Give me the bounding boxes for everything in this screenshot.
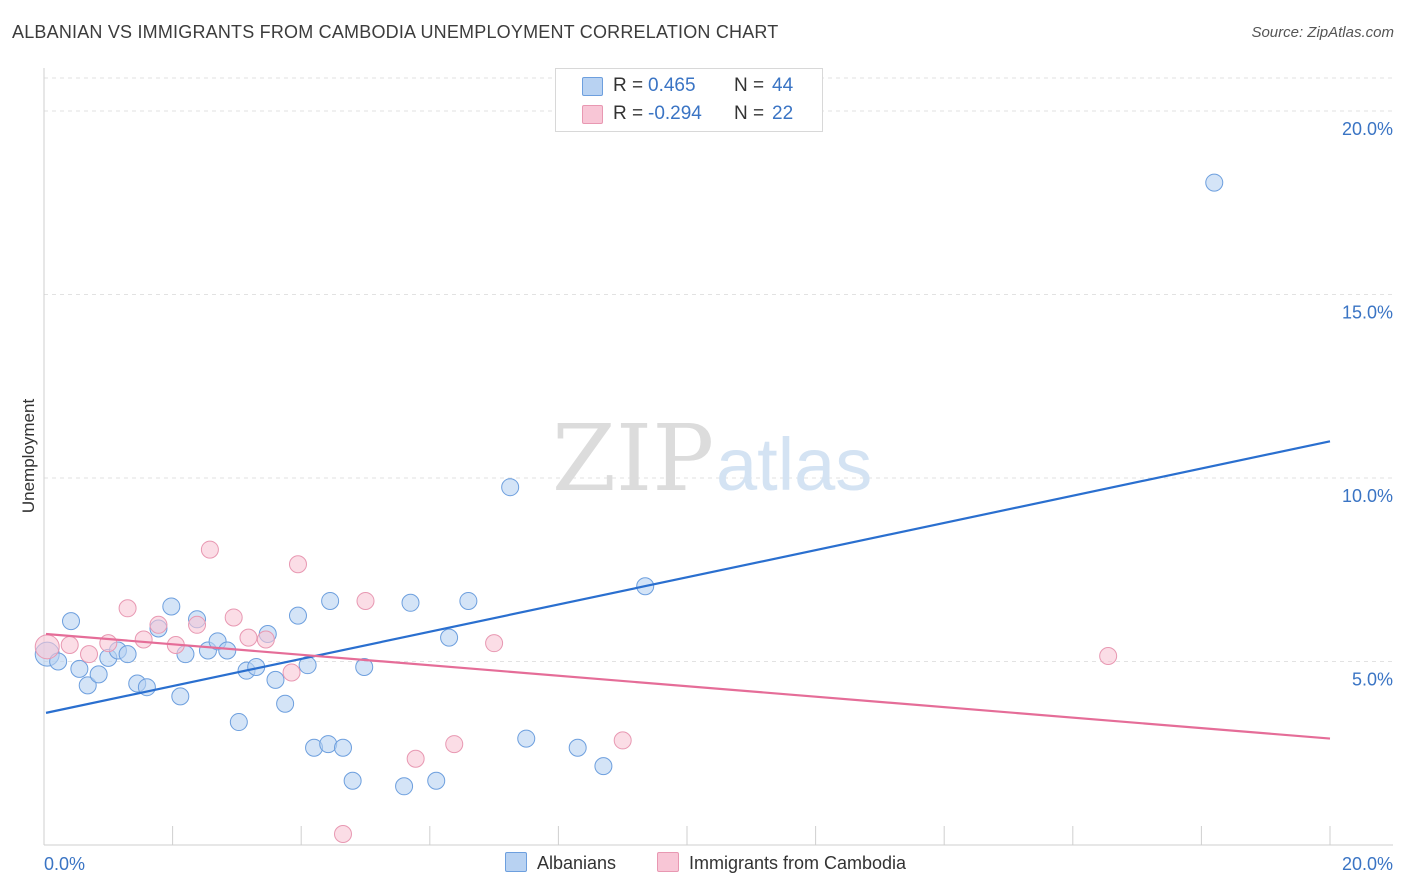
albanian-point <box>427 771 446 790</box>
trend-layer <box>45 440 1331 740</box>
cambodia-point <box>188 615 207 634</box>
albanian-point <box>266 670 285 689</box>
cambodia-point <box>288 555 307 574</box>
x-tick-label-min: 0.0% <box>44 854 85 874</box>
legend-swatch-pink <box>582 105 603 124</box>
albanian-point <box>118 645 137 664</box>
axes-layer: 5.0% 10.0% 15.0% 20.0% <box>43 68 1393 846</box>
albanian-point <box>288 606 307 625</box>
legend-n-value: 22 <box>772 103 794 124</box>
cambodia-point <box>224 608 243 627</box>
chart-title: ALBANIAN VS IMMIGRANTS FROM CAMBODIA UNE… <box>12 22 779 42</box>
albanian-point <box>401 593 420 612</box>
albanian-point <box>395 777 414 796</box>
cambodia-point <box>406 749 425 768</box>
albanians-swatch <box>505 852 527 872</box>
albanian-point <box>459 591 478 610</box>
y-tick-label: 15.0% <box>1342 303 1393 323</box>
cambodia-point <box>333 824 352 843</box>
albanian-point <box>171 687 190 706</box>
albanian-point <box>517 729 536 748</box>
legend-swatch-blue <box>582 77 603 96</box>
albanian-point <box>343 771 362 790</box>
y-tick-label: 20.0% <box>1342 119 1393 139</box>
legend-r-label: R = <box>613 103 644 124</box>
bottom-legend-albanians: Albanians <box>505 852 616 874</box>
cambodia-point <box>256 630 275 649</box>
albanian-point <box>162 597 181 616</box>
y-tick-label: 10.0% <box>1342 486 1393 506</box>
y-axis-label: Unemployment <box>19 399 38 514</box>
albanian-point <box>501 478 520 497</box>
albanian-point <box>319 735 338 754</box>
cambodia-trend-line <box>45 632 1331 740</box>
albanian-point <box>89 665 108 684</box>
grid-layer <box>44 77 1393 663</box>
legend-n-label: N = <box>734 75 765 96</box>
source-label: Source: ZipAtlas.com <box>1251 24 1394 41</box>
correlation-legend: R = 0.465 N = 44 R = -0.294 N = 22 <box>555 68 823 132</box>
cambodia-point <box>613 731 632 750</box>
legend-n-label: N = <box>734 103 765 124</box>
cambodia-point <box>282 663 301 682</box>
cambodia-point <box>34 634 60 660</box>
albanian-point <box>218 641 237 660</box>
legend-r-value: 0.465 <box>648 75 696 96</box>
albanians-label: Albanians <box>537 853 617 873</box>
legend-n-value: 44 <box>772 75 794 96</box>
x-tick-label-max: 20.0% <box>1342 854 1393 874</box>
albanian-point <box>78 676 97 695</box>
albanian-point <box>321 591 340 610</box>
albanian-point <box>62 612 81 631</box>
albanian-point <box>229 713 248 732</box>
legend-r-value: -0.294 <box>648 103 702 124</box>
legend-row-albanians: R = 0.465 N = 44 <box>556 73 822 101</box>
legend-r-label: R = <box>613 75 644 96</box>
albanian-point <box>355 658 374 677</box>
albanian-point <box>594 757 613 776</box>
cambodia-point <box>60 635 79 654</box>
albanian-point <box>70 659 89 678</box>
cambodia-point <box>99 634 118 653</box>
cambodia-point <box>445 735 464 754</box>
watermark-atlas: atlas <box>716 423 872 506</box>
cambodia-swatch <box>657 852 679 872</box>
points-layer <box>34 173 1224 843</box>
albanian-point <box>276 694 295 713</box>
cambodia-point <box>118 599 137 618</box>
cambodia-point <box>485 634 504 653</box>
cambodia-point <box>134 630 153 649</box>
legend-row-cambodia: R = -0.294 N = 22 <box>556 101 822 129</box>
albanian-point <box>1205 173 1224 192</box>
albanian-point <box>440 628 459 647</box>
bottom-legend-cambodia: Immigrants from Cambodia <box>657 852 906 874</box>
albanians-trend-line <box>45 440 1331 714</box>
cambodia-point <box>239 628 258 647</box>
cambodia-label: Immigrants from Cambodia <box>689 853 907 873</box>
watermark: ZIP atlas <box>552 405 872 512</box>
cambodia-point <box>80 645 99 664</box>
cambodia-point <box>149 615 168 634</box>
watermark-zip: ZIP <box>552 405 714 512</box>
albanian-point <box>568 738 587 757</box>
albanian-point <box>333 738 352 757</box>
cambodia-point <box>356 591 375 610</box>
cambodia-point <box>1099 647 1118 666</box>
cambodia-point <box>200 540 219 559</box>
y-tick-label: 5.0% <box>1352 670 1393 690</box>
